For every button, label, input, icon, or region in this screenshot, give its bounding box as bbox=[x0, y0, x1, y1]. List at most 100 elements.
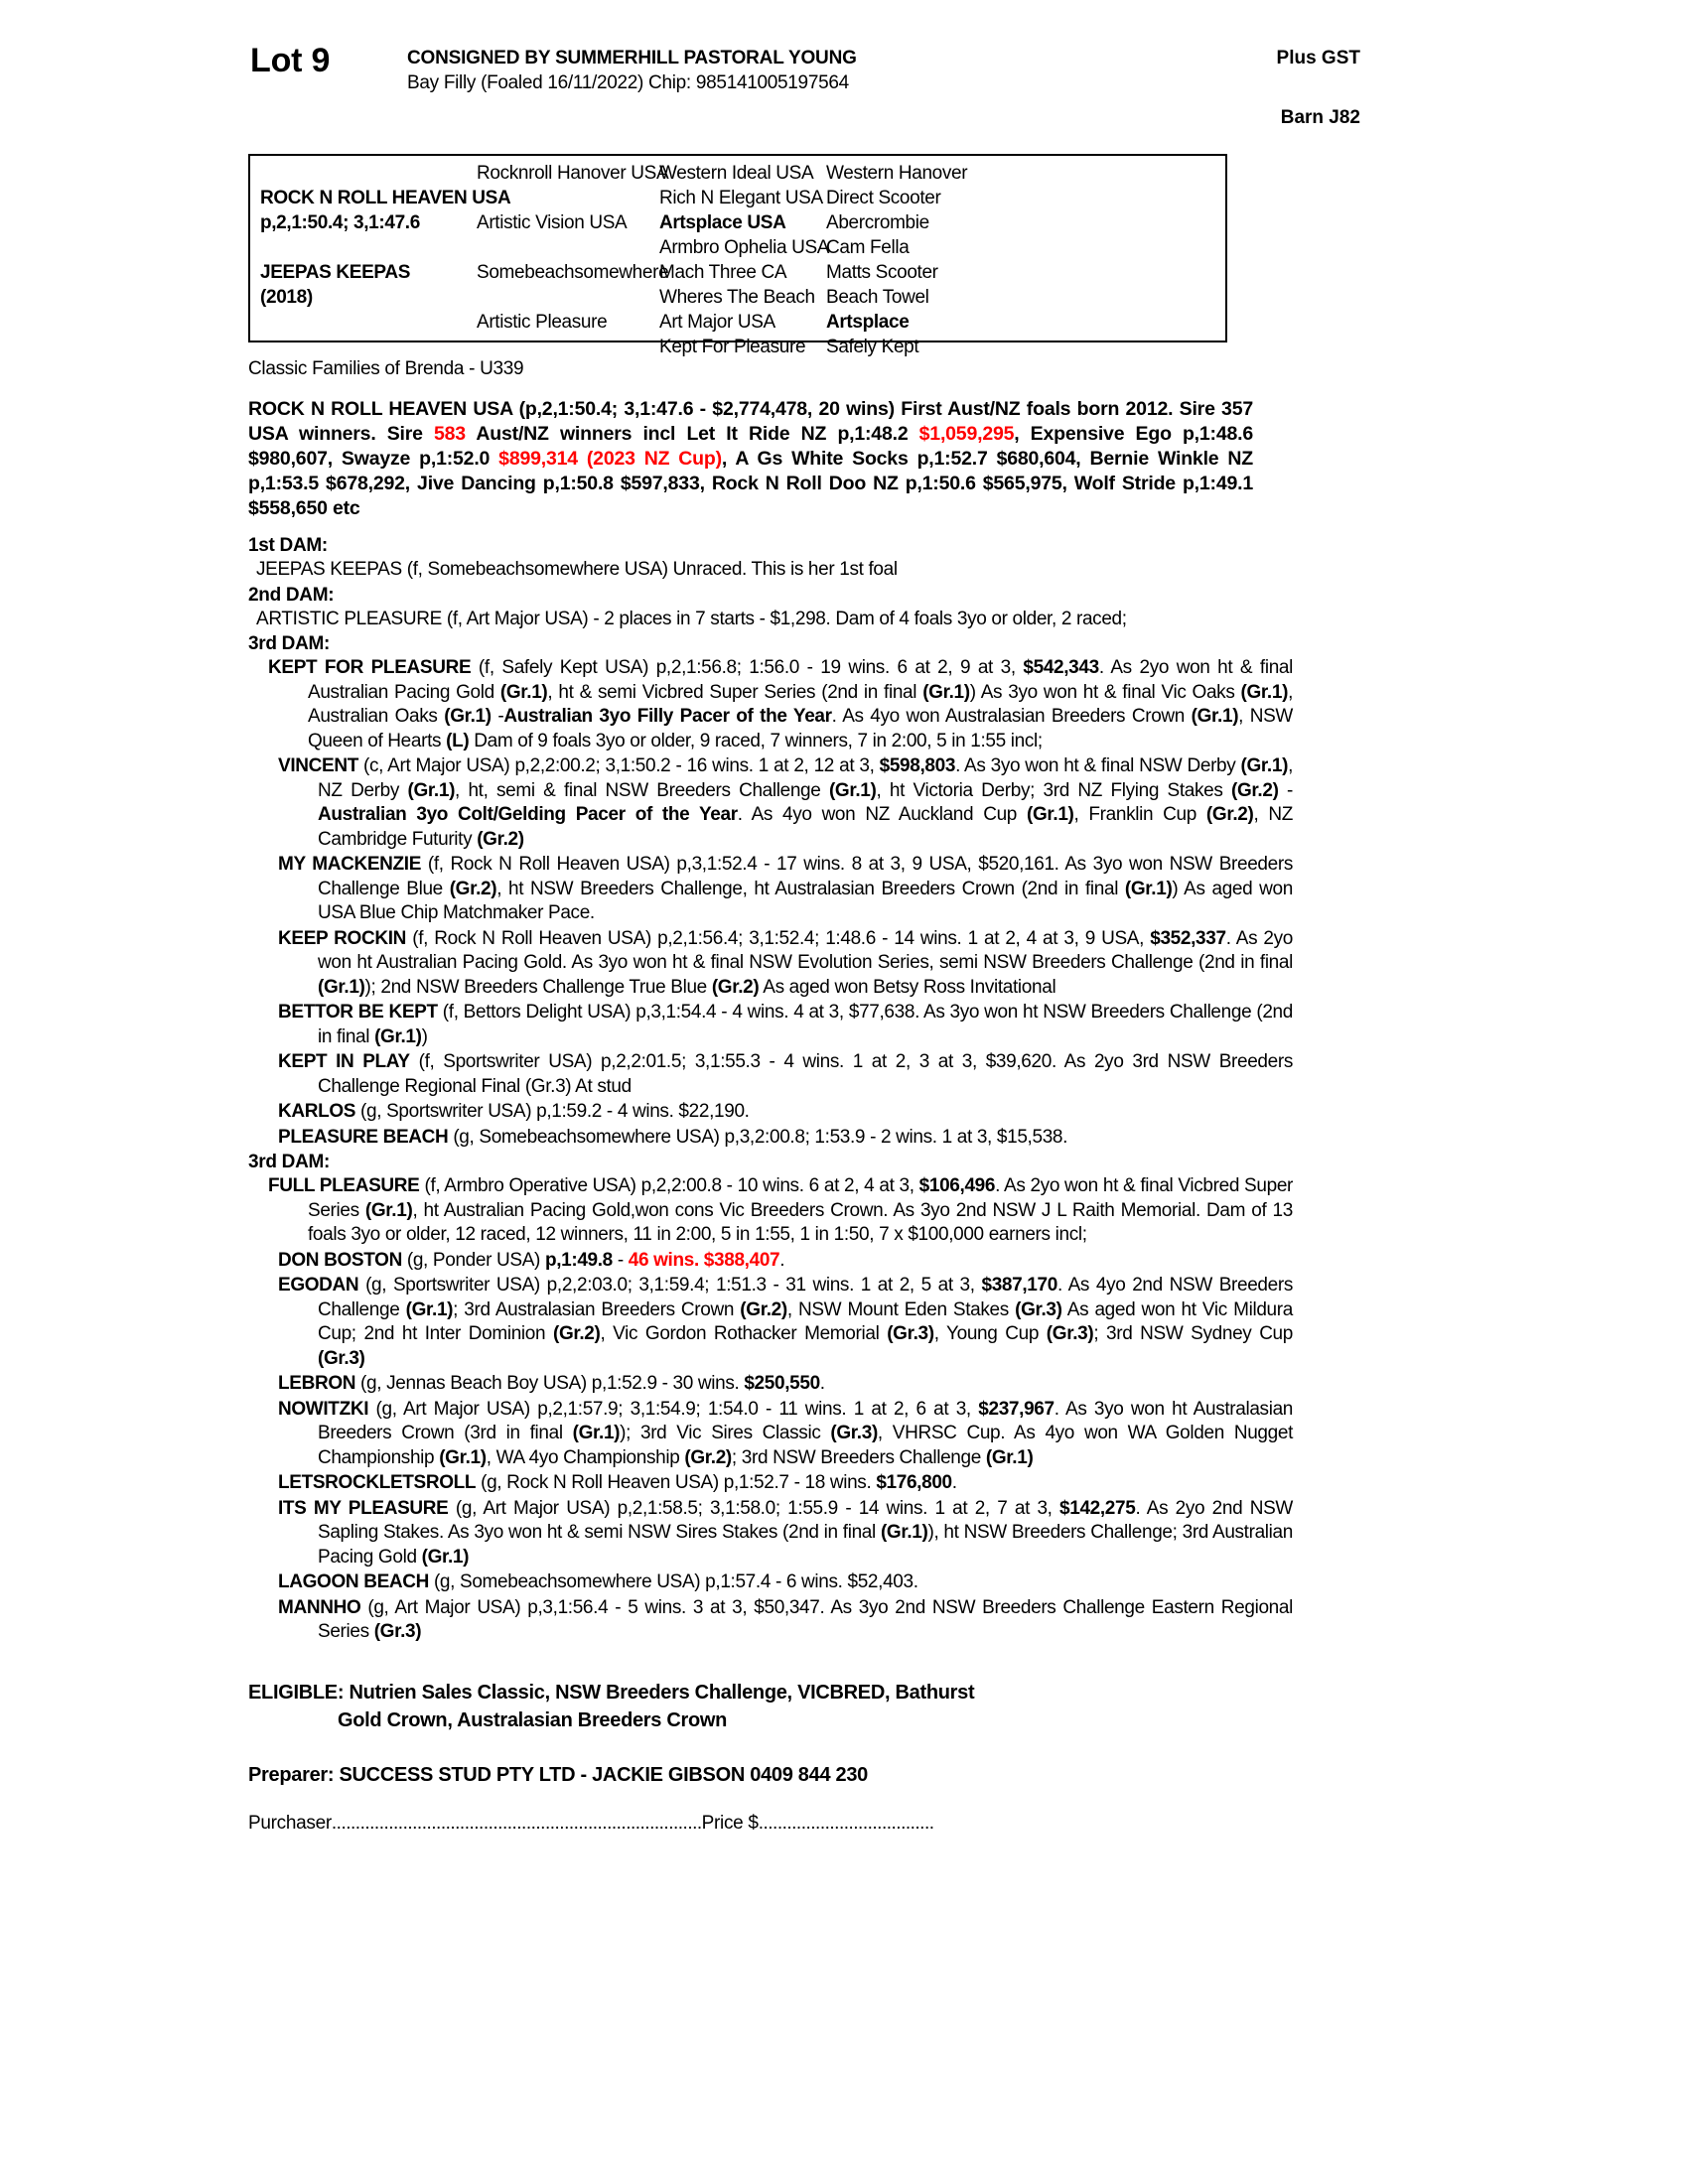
progeny-text: , ht Victoria Derby; 3rd NZ Flying Stake… bbox=[876, 779, 1232, 801]
progeny-name: NOWITZKI bbox=[278, 1398, 369, 1420]
pedigree-gp-5: Mach Three CA bbox=[659, 262, 787, 283]
third-dam-award: Australian 3yo Filly Pacer of the Year bbox=[503, 706, 832, 727]
progeny-name: EGODAN bbox=[278, 1275, 359, 1296]
fourth-dam-progeny-list: DON BOSTON (g, Ponder USA) p,1:49.8 - 46… bbox=[278, 1249, 1350, 1645]
progeny-entry: EGODAN (g, Sportswriter USA) p,2,2:03.0;… bbox=[278, 1274, 1293, 1371]
progeny-text: (Gr.3) bbox=[1046, 1323, 1094, 1344]
progeny-text: (Gr.1) bbox=[1026, 804, 1074, 825]
second-dam-details: (f, Art Major USA) - 2 places in 7 start… bbox=[441, 608, 1127, 629]
purchaser-dots: ........................................… bbox=[331, 1812, 702, 1834]
fourth-dam-t1: (f, Armbro Operative USA) p,2,2:00.8 - 1… bbox=[419, 1175, 919, 1196]
pedigree-gp-3: Artsplace USA bbox=[659, 212, 786, 233]
progeny-text: (f, Bettors Delight USA) p,3,1:54.4 - 4 … bbox=[318, 1002, 1293, 1047]
fourth-dam-earnings: $106,496 bbox=[918, 1175, 996, 1196]
fourth-dam-name: FULL PLEASURE bbox=[268, 1175, 420, 1196]
pedigree-gp-2: Rich N Elegant USA bbox=[659, 188, 823, 208]
progeny-text: . As 4yo won NZ Auckland Cup bbox=[737, 804, 1027, 825]
fourth-dam-heading: 3rd DAM: bbox=[248, 1152, 331, 1172]
sire-winners-count: 583 bbox=[434, 423, 466, 445]
progeny-text: (Gr.3) bbox=[887, 1323, 934, 1344]
price-label: Price $ bbox=[701, 1812, 759, 1834]
pedigree-ggp-4: Cam Fella bbox=[826, 237, 910, 258]
progeny-text: (Gr.2) bbox=[552, 1323, 601, 1344]
third-dam-listed: (L) bbox=[446, 730, 470, 751]
progeny-name: ITS MY PLEASURE bbox=[278, 1497, 449, 1519]
catalog-sheet: Lot 9 CONSIGNED BY SUMMERHILL PASTORAL Y… bbox=[248, 40, 1360, 1835]
progeny-entry: PLEASURE BEACH (g, Somebeachsomewhere US… bbox=[278, 1126, 1293, 1151]
progeny-entry: KARLOS (g, Sportswriter USA) p,1:59.2 - … bbox=[278, 1100, 1293, 1125]
progeny-text: (Gr.1) bbox=[1124, 878, 1173, 899]
progeny-entry: DON BOSTON (g, Ponder USA) p,1:49.8 - 46… bbox=[278, 1249, 1293, 1274]
progeny-text: ), ht NSW Breeders Challenge; 3rd Austra… bbox=[318, 1522, 1293, 1568]
progeny-text: (Gr.2) bbox=[684, 1446, 732, 1468]
sire-text-1: ROCK N ROLL HEAVEN USA (p,2,1:50.4; 3,1:… bbox=[248, 398, 1253, 445]
progeny-entry: VINCENT (c, Art Major USA) p,2,2:00.2; 3… bbox=[278, 754, 1293, 852]
progeny-text: (Gr.2) bbox=[477, 828, 524, 850]
progeny-text: (g, Somebeachsomewhere USA) p,1:57.4 - 6… bbox=[429, 1571, 918, 1592]
third-dam-gr5: (Gr.1) bbox=[1191, 706, 1239, 727]
pedigree-ggp-6: Beach Towel bbox=[826, 287, 929, 308]
third-dam-t2: . As 2yo won ht & final Australian Pacin… bbox=[308, 657, 1294, 703]
third-dam-progeny-list: VINCENT (c, Art Major USA) p,2,2:00.2; 3… bbox=[278, 754, 1350, 1150]
progeny-text: , Young Cup bbox=[933, 1323, 1047, 1344]
progeny-text: (Gr.2) bbox=[740, 1298, 787, 1320]
progeny-text: ; 3rd NSW Sydney Cup bbox=[1093, 1323, 1293, 1344]
progeny-text: (Gr.1) bbox=[439, 1446, 487, 1468]
eligible-line-2: Gold Crown, Australasian Breeders Crown bbox=[338, 1708, 728, 1731]
progeny-entry: LAGOON BEACH (g, Somebeachsomewhere USA)… bbox=[278, 1570, 1293, 1595]
progeny-entry: LETSROCKLETSROLL (g, Rock N Roll Heaven … bbox=[278, 1471, 1293, 1496]
progeny-text: . bbox=[951, 1472, 957, 1493]
progeny-text: - bbox=[612, 1249, 629, 1271]
progeny-entry: BETTOR BE KEPT (f, Bettors Delight USA) … bbox=[278, 1001, 1293, 1049]
progeny-name: LAGOON BEACH bbox=[278, 1571, 430, 1592]
preparer-line: Preparer: SUCCESS STUD PTY LTD - JACKIE … bbox=[248, 1763, 868, 1786]
progeny-text: , NSW Mount Eden Stakes bbox=[786, 1298, 1016, 1320]
sire-earnings-1: $1,059,295 bbox=[918, 423, 1015, 445]
progeny-text: ; 3rd Australasian Breeders Crown bbox=[453, 1298, 741, 1320]
sire-text-4: , A Gs White Socks p,1:52.7 $680,604, Be… bbox=[248, 448, 1254, 519]
consignor-line: CONSIGNED BY SUMMERHILL PASTORAL YOUNG bbox=[407, 48, 857, 68]
third-dam-earnings: $542,343 bbox=[1023, 657, 1099, 678]
first-dam-entry: JEEPAS KEEPAS (f, Somebeachsomewhere USA… bbox=[256, 558, 1297, 583]
progeny-name: LETSROCKLETSROLL bbox=[278, 1472, 477, 1493]
progeny-name: BETTOR BE KEPT bbox=[278, 1002, 438, 1023]
sire-text-2: Aust/NZ winners incl Let It Ride NZ p,1:… bbox=[465, 423, 919, 445]
progeny-text: (g, Art Major USA) p,2,1:58.5; 3,1:58.0;… bbox=[448, 1497, 1060, 1519]
pedigree-sire-sire: Rocknroll Hanover USA bbox=[477, 163, 669, 184]
progeny-text: (Gr.1) bbox=[985, 1446, 1034, 1468]
progeny-entry: MY MACKENZIE (f, Rock N Roll Heaven USA)… bbox=[278, 853, 1293, 926]
progeny-text: . As 2yo won ht Australian Pacing Gold. … bbox=[318, 927, 1293, 974]
pedigree-ggp-8: Safely Kept bbox=[826, 337, 919, 357]
progeny-entry: LEBRON (g, Jennas Beach Boy USA) p,1:52.… bbox=[278, 1372, 1293, 1397]
sire-text-3: , Expensive Ego p,1:48.6 $980,607, Swayz… bbox=[248, 423, 1253, 470]
fourth-dam-gr1: (Gr.1) bbox=[364, 1199, 413, 1221]
third-dam-t7: . As 4yo won Australasian Breeders Crown bbox=[831, 706, 1192, 727]
progeny-text: . bbox=[779, 1249, 785, 1271]
eligible-line-1: ELIGIBLE: Nutrien Sales Classic, NSW Bre… bbox=[248, 1681, 975, 1704]
progeny-text: ) bbox=[421, 1025, 428, 1047]
progeny-name: MY MACKENZIE bbox=[278, 854, 422, 875]
third-dam-t8: , NSW Queen of Hearts bbox=[308, 706, 1294, 751]
pedigree-gp-6: Wheres The Beach bbox=[659, 287, 815, 308]
fourth-dam-t3: , ht Australian Pacing Gold,won cons Vic… bbox=[308, 1199, 1293, 1246]
third-dam-gr1: (Gr.1) bbox=[499, 681, 548, 703]
progeny-text: (f, Sportswriter USA) p,2,2:01.5; 3,1:55… bbox=[318, 1051, 1293, 1097]
purchaser-line[interactable]: Purchaser...............................… bbox=[248, 1813, 1350, 1835]
pedigree-gp-7: Art Major USA bbox=[659, 312, 775, 333]
fourth-dam-entry: FULL PLEASURE (f, Armbro Operative USA) … bbox=[268, 1174, 1293, 1248]
progeny-text: , Vic Gordon Rothacker Memorial bbox=[600, 1323, 888, 1344]
sire-summary-paragraph: ROCK N ROLL HEAVEN USA (p,2,1:50.4; 3,1:… bbox=[248, 397, 1253, 521]
progeny-text: (Gr.2) bbox=[1231, 779, 1279, 801]
progeny-entry: KEPT IN PLAY (f, Sportswriter USA) p,2,2… bbox=[278, 1050, 1293, 1099]
progeny-text: (Gr.3) bbox=[1015, 1298, 1062, 1320]
pedigree-gp-4: Armbro Ophelia USA bbox=[659, 237, 830, 258]
progeny-text: (Gr.1) bbox=[407, 779, 456, 801]
progeny-text: $598,803 bbox=[879, 755, 956, 776]
progeny-text: (Gr.1) bbox=[318, 976, 365, 998]
progeny-name: MANNHO bbox=[278, 1596, 361, 1618]
progeny-text: , NZ Cambridge Futurity bbox=[318, 804, 1293, 850]
page-header: Lot 9 CONSIGNED BY SUMMERHILL PASTORAL Y… bbox=[250, 40, 1360, 154]
third-dam-t5: , Australian Oaks bbox=[308, 681, 1293, 728]
progeny-text: . As 2yo 2nd NSW Sapling Stakes. As 3yo … bbox=[318, 1497, 1293, 1544]
